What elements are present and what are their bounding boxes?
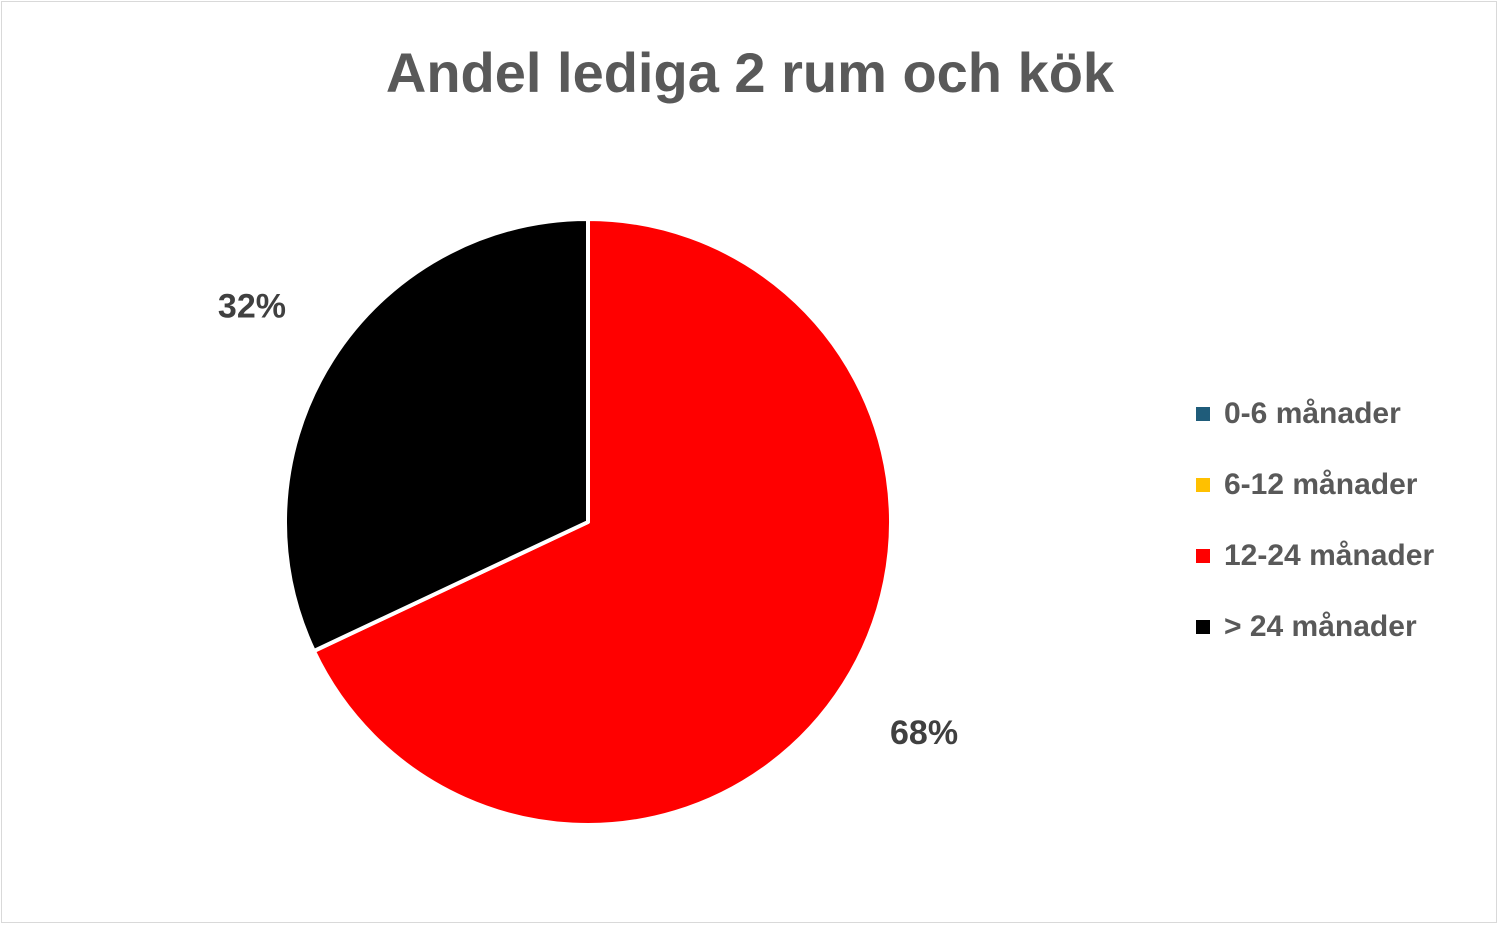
pie-data-labels: 68% 32% bbox=[218, 288, 958, 753]
legend-swatch-1 bbox=[1196, 478, 1210, 492]
legend-label-0: 0-6 månader bbox=[1224, 397, 1401, 430]
legend-item-1: 6-12 månader bbox=[1196, 467, 1496, 503]
legend-item-0: 0-6 månader bbox=[1196, 396, 1496, 432]
legend-swatch-0 bbox=[1196, 407, 1210, 421]
pie-slices bbox=[283, 217, 893, 827]
chart-legend: 0-6 månader 6-12 månader 12-24 månader > 24… bbox=[1196, 396, 1496, 680]
pie-slice-3 bbox=[283, 217, 590, 654]
chart-title: Andel lediga 2 rum och kök bbox=[385, 41, 1115, 104]
legend-label-2: 12-24 månader bbox=[1224, 539, 1435, 572]
legend-swatch-2 bbox=[1196, 549, 1210, 563]
legend-swatch-3 bbox=[1196, 620, 1210, 634]
legend-label-3: > 24 månader bbox=[1224, 610, 1417, 643]
legend-item-3: > 24 månader bbox=[1196, 609, 1496, 645]
data-label-2: 68% bbox=[890, 714, 958, 752]
legend-item-2: 12-24 månader bbox=[1196, 538, 1496, 574]
data-label-3: 32% bbox=[218, 288, 286, 326]
pie-slice-2 bbox=[311, 217, 893, 827]
legend-label-1: 6-12 månader bbox=[1224, 468, 1418, 501]
